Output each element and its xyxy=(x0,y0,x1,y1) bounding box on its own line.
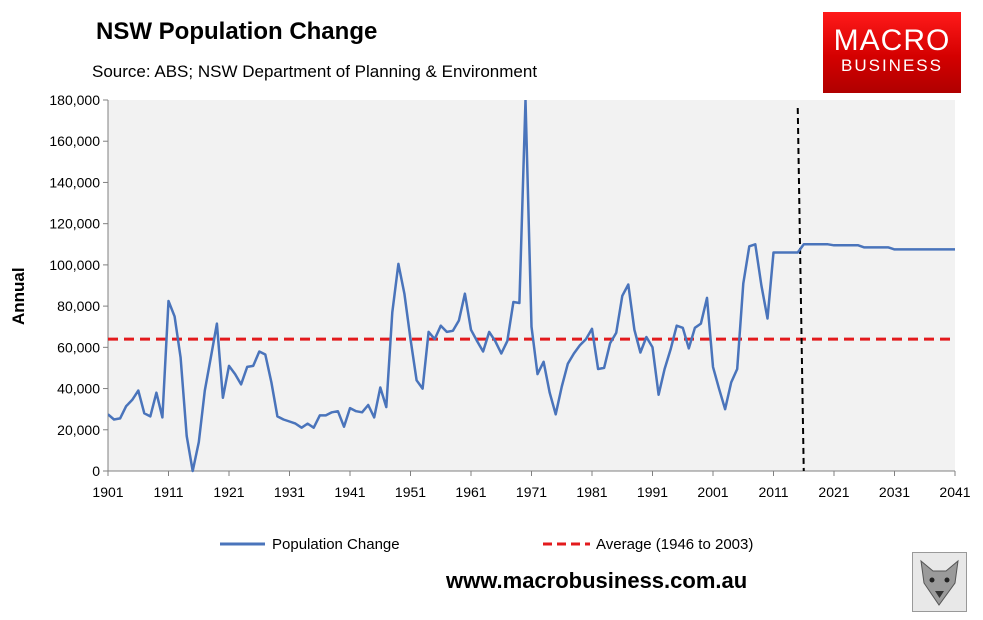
x-tick-label: 1991 xyxy=(637,484,668,500)
y-tick-label: 80,000 xyxy=(57,298,100,314)
x-axis: 1901 1911 1921 1931 1941 1951 1961 1971 1981 1991… xyxy=(92,470,971,500)
x-tick-label: 1921 xyxy=(213,484,244,500)
x-tick-label: 1911 xyxy=(153,484,183,500)
y-tick-label: 0 xyxy=(92,463,100,479)
website-url[interactable]: www.macrobusiness.com.au xyxy=(446,568,748,593)
chart-source: Source: ABS; NSW Department of Planning … xyxy=(92,62,538,81)
x-tick-label: 1981 xyxy=(576,484,607,500)
projection-divider-line xyxy=(796,107,805,472)
x-tick-label: 2011 xyxy=(758,484,788,500)
y-tick-label: 140,000 xyxy=(49,174,100,190)
y-tick-label: 20,000 xyxy=(57,422,100,438)
x-tick-label: 1901 xyxy=(92,484,123,500)
x-tick-label: 2021 xyxy=(818,484,849,500)
x-tick-label: 2001 xyxy=(697,484,728,500)
logo-line1: MACRO xyxy=(833,24,951,57)
logo-line2: BUSINESS xyxy=(841,56,943,75)
x-tick-label: 2031 xyxy=(879,484,910,500)
legend-average-label: Average (1946 to 2003) xyxy=(596,536,753,553)
x-tick-label: 1961 xyxy=(455,484,486,500)
wolf-emblem-icon xyxy=(912,552,967,612)
y-tick-label: 40,000 xyxy=(57,381,100,397)
x-tick-label: 1951 xyxy=(395,484,426,500)
legend-population-label: Population Change xyxy=(272,536,400,553)
legend: Population Change Average (1946 to 2003) xyxy=(220,536,753,553)
y-axis: 0 20,000 40,000 60,000 80,000 100,000 120,000 1… xyxy=(49,92,109,479)
population-change-line xyxy=(108,100,955,473)
series-layer xyxy=(108,100,955,473)
chart-title: NSW Population Change xyxy=(96,18,378,45)
x-tick-label: 1931 xyxy=(274,484,305,500)
macrobusiness-logo: MACRO BUSINESS xyxy=(823,12,961,93)
y-tick-label: 120,000 xyxy=(49,216,100,232)
x-tick-label: 1941 xyxy=(334,484,365,500)
y-tick-label: 160,000 xyxy=(49,133,100,149)
y-tick-label: 180,000 xyxy=(49,92,100,108)
y-tick-label: 60,000 xyxy=(57,339,100,355)
y-tick-label: 100,000 xyxy=(49,257,100,273)
x-tick-label: 2041 xyxy=(939,484,970,500)
x-tick-label: 1971 xyxy=(516,484,547,500)
